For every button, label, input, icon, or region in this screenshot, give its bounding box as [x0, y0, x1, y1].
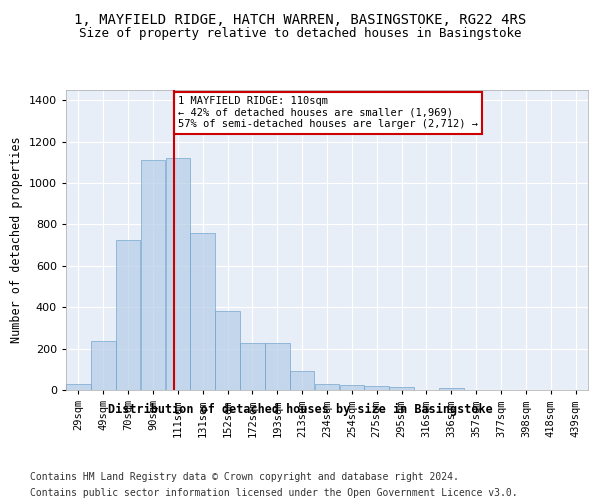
Text: Distribution of detached houses by size in Basingstoke: Distribution of detached houses by size …: [107, 402, 493, 415]
Text: Size of property relative to detached houses in Basingstoke: Size of property relative to detached ho…: [79, 28, 521, 40]
Bar: [314, 384, 340, 390]
Bar: [389, 387, 414, 390]
Bar: [91, 342, 116, 390]
Y-axis label: Number of detached properties: Number of detached properties: [10, 136, 23, 344]
Text: 1, MAYFIELD RIDGE, HATCH WARREN, BASINGSTOKE, RG22 4RS: 1, MAYFIELD RIDGE, HATCH WARREN, BASINGS…: [74, 12, 526, 26]
Bar: [66, 384, 91, 390]
Text: Contains public sector information licensed under the Open Government Licence v3: Contains public sector information licen…: [30, 488, 518, 498]
Bar: [290, 372, 314, 390]
Bar: [265, 344, 290, 390]
Bar: [215, 312, 240, 390]
Bar: [190, 233, 215, 390]
Bar: [364, 386, 389, 390]
Bar: [166, 158, 190, 390]
Text: Contains HM Land Registry data © Crown copyright and database right 2024.: Contains HM Land Registry data © Crown c…: [30, 472, 459, 482]
Bar: [240, 344, 265, 390]
Bar: [439, 388, 464, 390]
Bar: [140, 160, 166, 390]
Text: 1 MAYFIELD RIDGE: 110sqm
← 42% of detached houses are smaller (1,969)
57% of sem: 1 MAYFIELD RIDGE: 110sqm ← 42% of detach…: [178, 96, 478, 130]
Bar: [340, 385, 364, 390]
Bar: [116, 240, 140, 390]
